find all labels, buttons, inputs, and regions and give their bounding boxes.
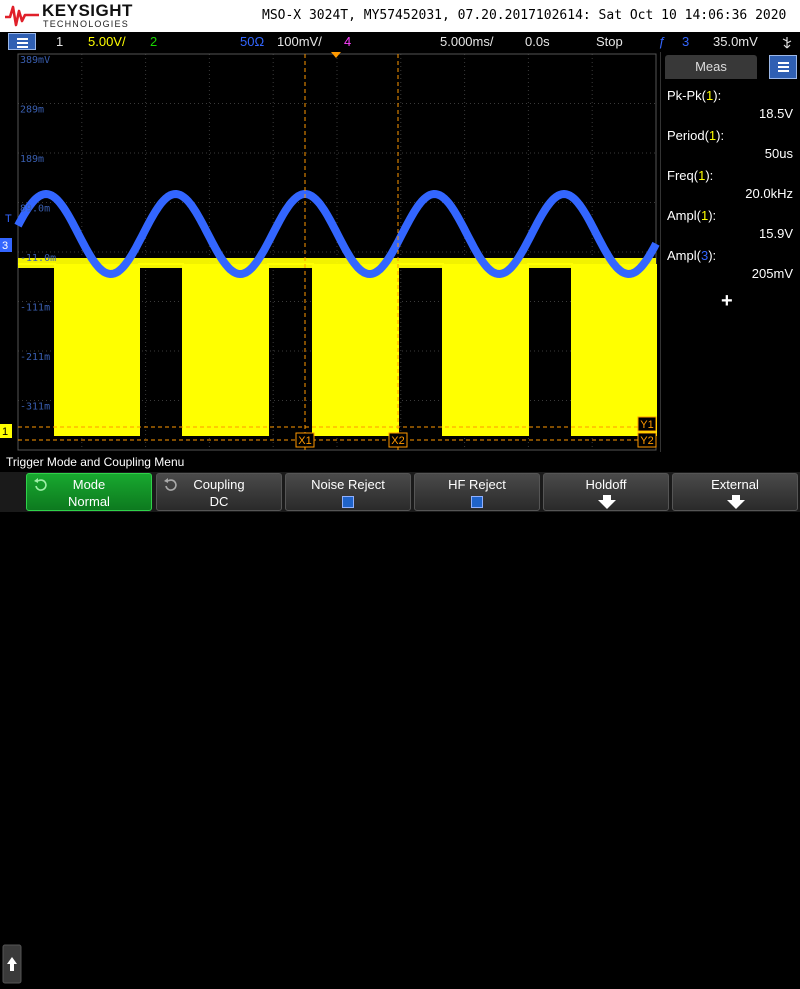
softkey-label: Mode [72, 477, 106, 492]
trigger-level-marker: T [5, 213, 12, 225]
header-bar: KEYSIGHT TECHNOLOGIES MSO-X 3024T, MY574… [0, 0, 800, 32]
cursor-y1-label: Y1 [640, 419, 653, 431]
meas-label: Freq(1): [667, 168, 714, 183]
ch3-ground-marker-box [0, 238, 12, 252]
softkey-noise-reject[interactable]: Noise Reject [285, 473, 411, 511]
meas-label: Ampl(3): [667, 248, 717, 263]
ch3-scale[interactable]: 100mV/ [277, 34, 322, 49]
meas-item[interactable]: Ampl(1): 15.9V [661, 206, 799, 246]
softkey-hf-reject[interactable]: HF Reject [414, 473, 540, 511]
ch1-burst [443, 264, 528, 435]
grid-label: 89.0m [20, 204, 50, 215]
softkey-coupling[interactable]: Coupling DC [156, 473, 282, 511]
meas-tab[interactable]: Meas [665, 55, 757, 79]
cursor-x2-label: X2 [391, 435, 404, 447]
trigger-position-marker [331, 52, 341, 58]
grid-label: 189m [20, 154, 44, 165]
meas-item[interactable]: Pk-Pk(1): 18.5V [661, 86, 799, 126]
softkey-value: Normal [68, 494, 110, 509]
cursor-y2-label: Y2 [640, 435, 653, 447]
meas-item[interactable]: Period(1): 50us [661, 126, 799, 166]
timebase-scale[interactable]: 5.000ms/ [440, 34, 494, 49]
softkey-value: DC [209, 494, 229, 509]
grid-label: 289m [20, 105, 44, 116]
softkey-label: HF Reject [448, 477, 506, 492]
softkey-label: External [711, 477, 759, 492]
grid-label: -211m [20, 352, 50, 363]
status-bar: 1 5.00V/ 2 50Ω 100mV/ 4 5.000ms/ 0.0s St… [0, 32, 800, 52]
cursor-x1-label: X1 [298, 435, 311, 447]
measurement-panel: Meas Pk-Pk(1): 18.5V Period(1): 50us Fre… [660, 52, 800, 452]
ch1-number[interactable]: 1 [56, 34, 64, 49]
menu-title: Trigger Mode and Coupling Menu [6, 455, 185, 469]
cursor-y1-label-box [637, 416, 657, 432]
checkbox-icon [471, 496, 483, 508]
checkbox-icon [342, 496, 354, 508]
timebase-delay[interactable]: 0.0s [525, 34, 550, 49]
softkey-mode[interactable]: Mode Normal [26, 473, 152, 511]
cursor-x1-label-box [295, 432, 315, 448]
softkey-holdoff[interactable]: Holdoff [543, 473, 669, 511]
menu-title-bar: Trigger Mode and Coupling Menu [0, 452, 800, 472]
ch1-ground-marker-box [0, 424, 12, 438]
trigger-source[interactable]: 3 [682, 34, 690, 49]
meas-item[interactable]: Freq(1): 20.0kHz [661, 166, 799, 206]
submenu-arrow-icon [598, 495, 616, 509]
trigger-level[interactable]: 35.0mV [713, 34, 758, 49]
grid-label: -311m [20, 402, 50, 413]
brand-name: KEYSIGHT [42, 1, 133, 20]
meas-value: 18.5V [759, 106, 793, 121]
ch1-burst [313, 264, 398, 435]
softkey-label: Coupling [193, 477, 245, 492]
meas-value: 15.9V [759, 226, 793, 241]
rotate-knob-icon [34, 478, 47, 491]
back-button[interactable] [2, 944, 22, 984]
softkey-external[interactable]: External [672, 473, 798, 511]
ch1-scale[interactable]: 5.00V/ [88, 34, 126, 49]
meas-item[interactable]: Ampl(3): 205mV [661, 246, 799, 286]
ch1-burst [55, 264, 139, 435]
softkey-label: Holdoff [585, 477, 627, 492]
waveform-display[interactable]: 389mV 289m 189m 89.0m -11.0m -111m -211m -311m X… [0, 52, 660, 452]
ch1-high-band [18, 258, 656, 268]
ch1-ground-marker: 1 [2, 426, 8, 438]
brand-subtitle: TECHNOLOGIES [43, 19, 129, 29]
submenu-arrow-icon [727, 495, 745, 509]
meas-value: 20.0kHz [745, 186, 793, 201]
grid-label: -111m [20, 303, 50, 314]
graticule-svg: 389mV 289m 189m 89.0m -11.0m -111m -211m -311m X… [0, 52, 660, 451]
softkey-label: Noise Reject [311, 477, 385, 492]
meas-value: 205mV [751, 266, 793, 281]
keysight-logo-icon [5, 5, 39, 27]
softkey-bar: Mode Normal Coupling DC Noise Reject HF … [0, 472, 800, 984]
grid-label: -11.0m [20, 253, 56, 264]
cursor-x2-label-box [388, 432, 408, 448]
add-measurement-button[interactable]: + [721, 290, 733, 312]
meas-value: 50us [764, 146, 793, 161]
main-menu-button[interactable] [8, 33, 36, 50]
rotate-knob-icon [164, 478, 177, 491]
trigger-slope-icon: ƒ [658, 34, 666, 49]
run-state: Stop [596, 34, 623, 49]
ch1-burst [183, 264, 268, 435]
ch3-ground-marker: 3 [2, 240, 8, 252]
grid-label: 389mV [20, 55, 50, 66]
usb-icon [782, 37, 792, 49]
ch4-number[interactable]: 4 [344, 34, 352, 49]
meas-menu-button[interactable] [769, 55, 797, 79]
ch1-burst [572, 264, 656, 435]
cursor-y2-label-box [637, 432, 657, 448]
meas-label: Pk-Pk(1): [667, 88, 722, 103]
ch2-number[interactable]: 2 [150, 34, 158, 49]
instrument-title: MSO-X 3024T, MY57452031, 07.20.201710261… [262, 8, 787, 23]
meas-label: Ampl(1): [667, 208, 717, 223]
meas-label: Period(1): [667, 128, 725, 143]
ch3-impedance[interactable]: 50Ω [240, 34, 265, 49]
ch3-trace [14, 190, 660, 278]
